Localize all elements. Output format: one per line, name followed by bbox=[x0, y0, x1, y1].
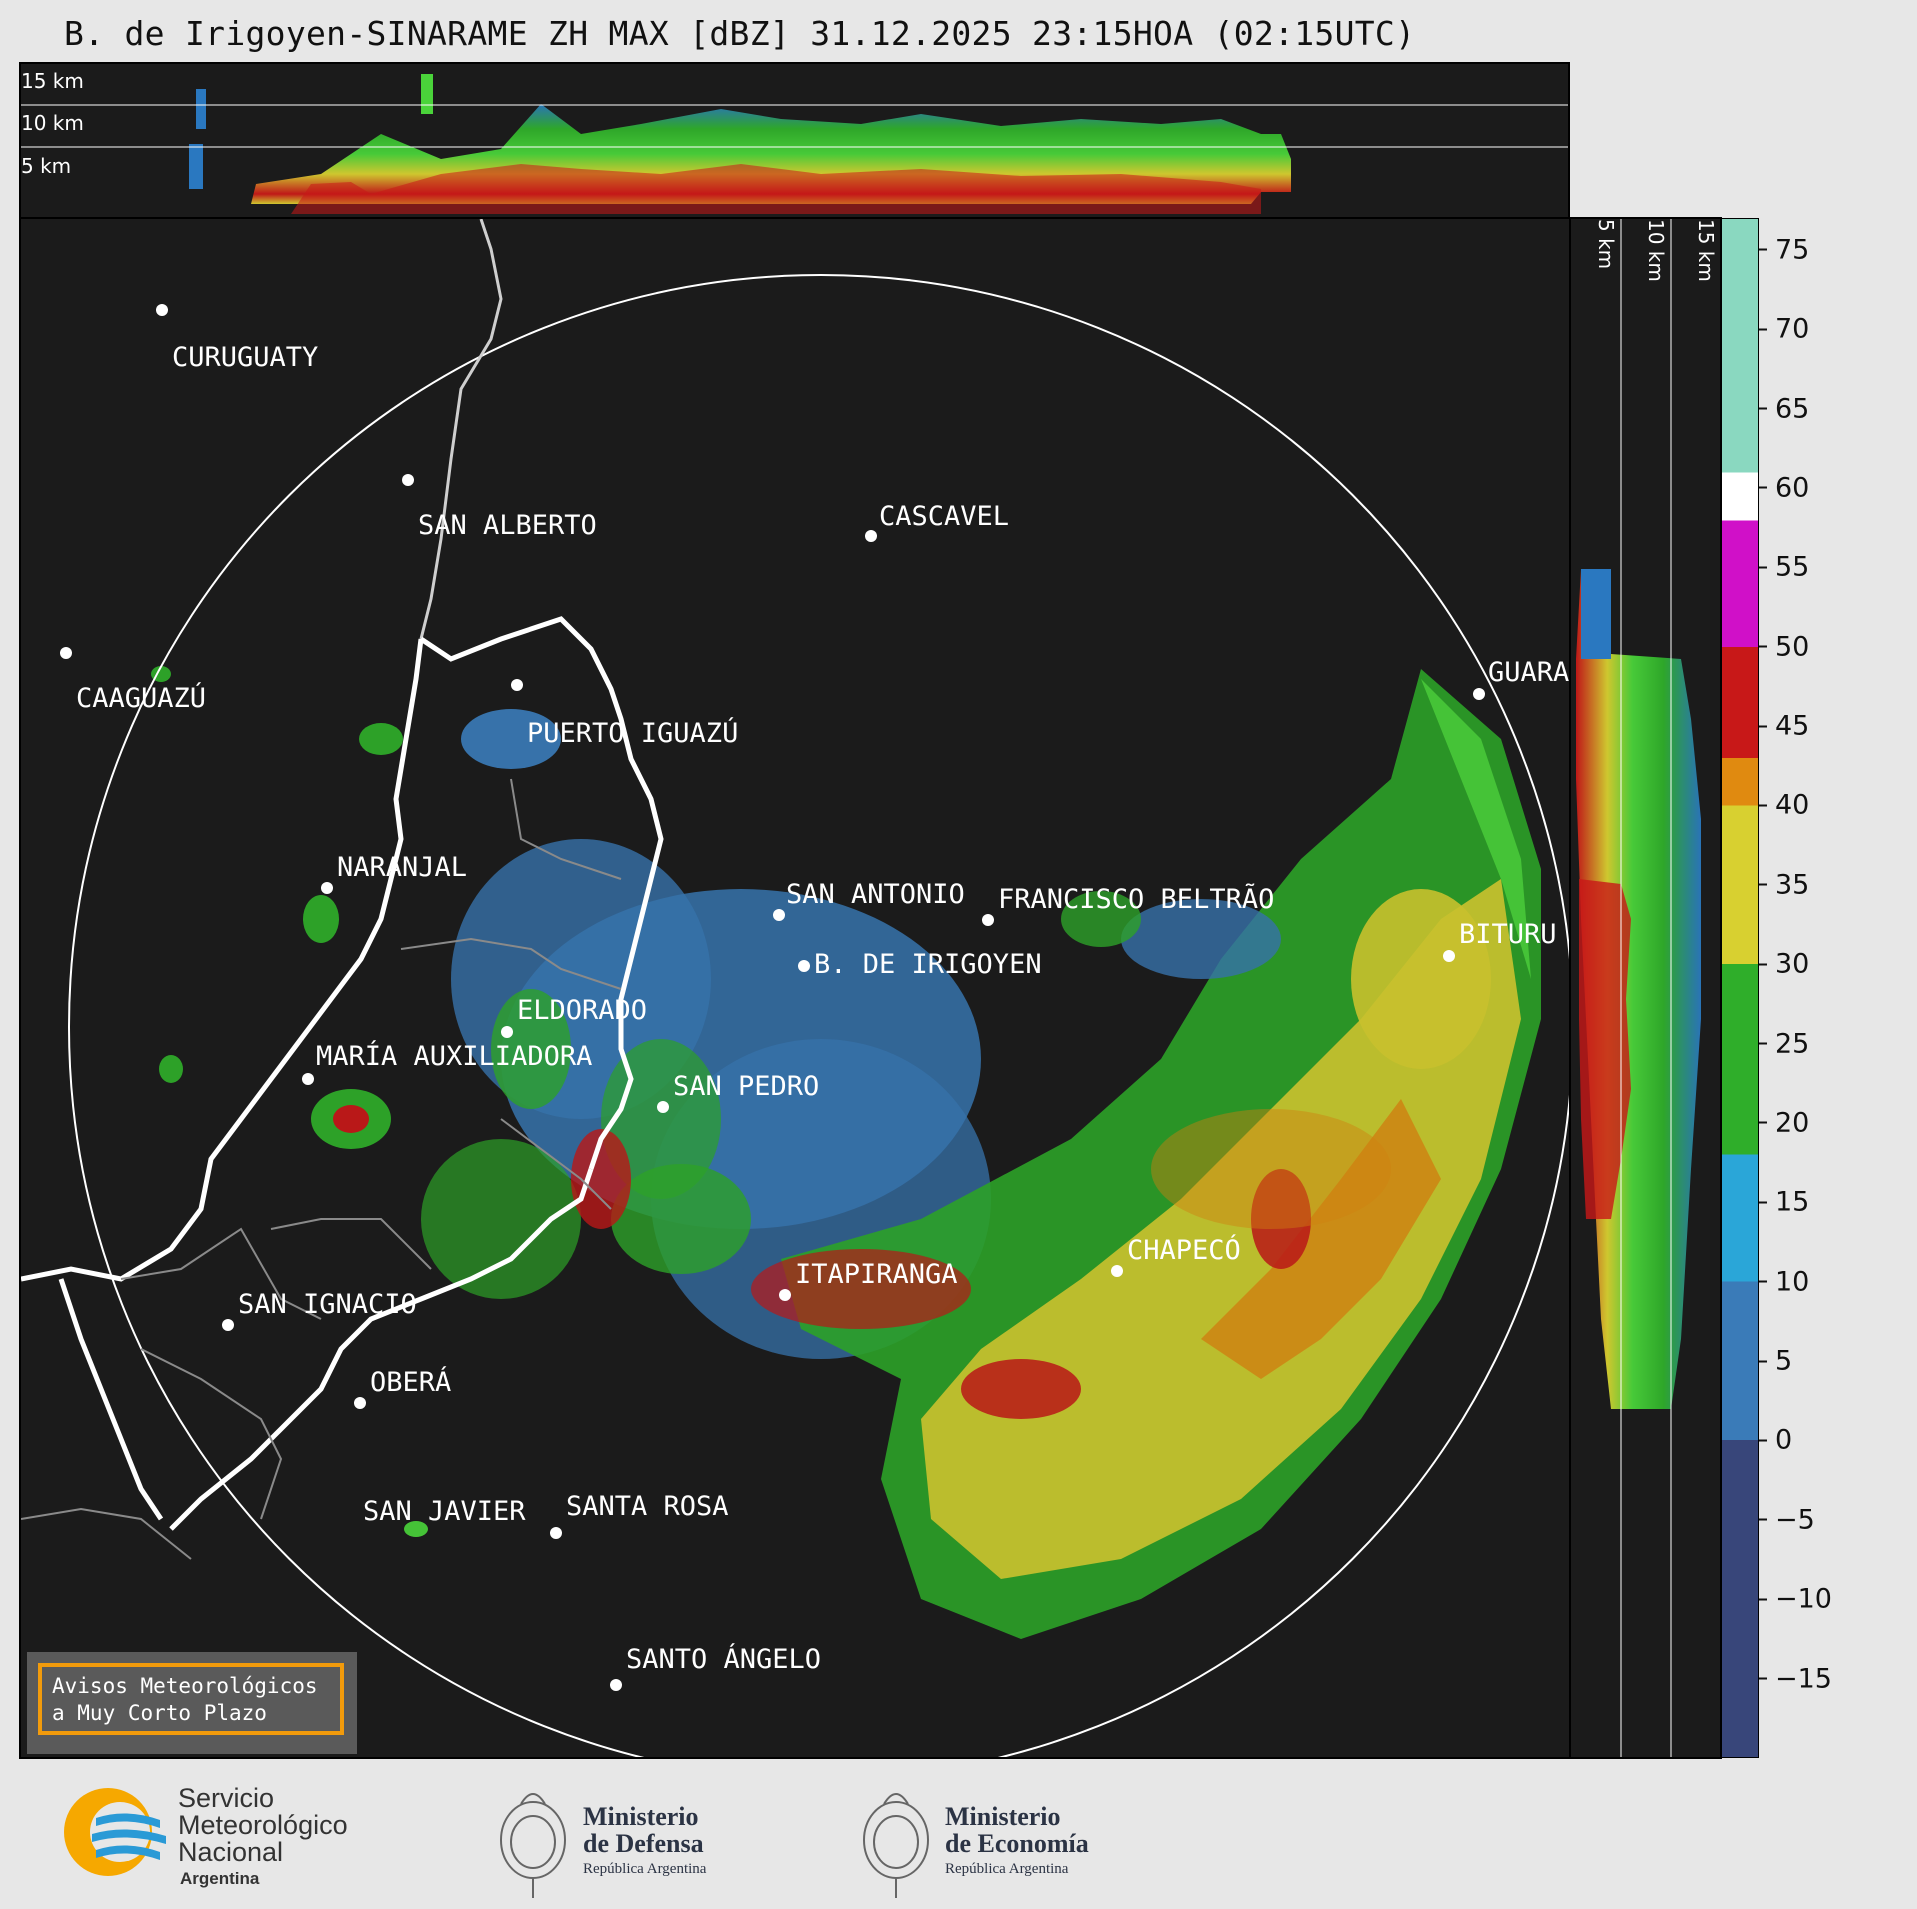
colorbar-tick: 65 bbox=[1759, 393, 1809, 424]
economia-text-2: de Economía bbox=[945, 1829, 1089, 1858]
reflectivity-echoes bbox=[151, 666, 1541, 1639]
city-label[interactable]: B. DE IRIGOYEN bbox=[814, 949, 1042, 980]
city-dot[interactable] bbox=[1473, 688, 1485, 700]
side-label-15km: 15 km bbox=[1694, 219, 1718, 282]
range-ring bbox=[68, 274, 1570, 1757]
top-label-15km: 15 km bbox=[21, 69, 84, 93]
city-label[interactable]: SAN IGNACIO bbox=[238, 1289, 417, 1320]
city-label[interactable]: ELDORADO bbox=[517, 995, 647, 1026]
city-label[interactable]: SAN ANTONIO bbox=[786, 879, 965, 910]
city-dot[interactable] bbox=[773, 909, 785, 921]
footer-logos: Servicio Meteorológico Nacional Argentin… bbox=[0, 1762, 1917, 1909]
city-dot[interactable] bbox=[1443, 950, 1455, 962]
city-dot[interactable] bbox=[779, 1289, 791, 1301]
city-dot[interactable] bbox=[982, 914, 994, 926]
warnings-legend[interactable]: Avisos Meteorológicos a Muy Corto Plazo bbox=[38, 1663, 344, 1735]
colorbar-tick: 5 bbox=[1759, 1346, 1792, 1377]
map-title: B. de Irigoyen-SINARAME ZH MAX [dBZ] 31.… bbox=[64, 14, 1416, 53]
top-cross-section-panel: 15 km 10 km 5 km bbox=[19, 62, 1570, 219]
city-markers bbox=[60, 304, 1485, 1691]
city-label[interactable]: CAAGUAZÚ bbox=[76, 682, 206, 714]
colorbar-tick: 35 bbox=[1759, 869, 1809, 900]
colorbar-tick: −15 bbox=[1759, 1663, 1832, 1694]
side-cross-section-panel: 5 km 10 km 15 km bbox=[1569, 217, 1722, 1759]
side-label-5km: 5 km bbox=[1594, 219, 1618, 269]
colorbar-tick: 0 bbox=[1759, 1425, 1792, 1456]
city-label[interactable]: GUARA bbox=[1488, 657, 1569, 688]
borders bbox=[21, 219, 664, 1560]
colorbar-tick: 30 bbox=[1759, 949, 1809, 980]
radar-map-panel[interactable]: CURUGUATY SAN ALBERTO CASCAVEL CAAGUAZÚ … bbox=[19, 217, 1572, 1759]
defensa-text-1: Ministerio bbox=[583, 1802, 699, 1831]
smn-text-1: Servicio bbox=[178, 1783, 274, 1813]
city-label[interactable]: PUERTO IGUAZÚ bbox=[527, 717, 738, 749]
city-label[interactable]: NARANJAL bbox=[337, 852, 467, 883]
city-label[interactable]: BITURU bbox=[1459, 919, 1557, 950]
colorbar-tick: 60 bbox=[1759, 472, 1809, 503]
defensa-text-3: República Argentina bbox=[583, 1861, 707, 1877]
city-dot[interactable] bbox=[302, 1073, 314, 1085]
city-dot[interactable] bbox=[550, 1527, 562, 1539]
city-label[interactable]: SAN PEDRO bbox=[673, 1071, 819, 1102]
smn-text-3: Nacional bbox=[178, 1837, 283, 1867]
economia-text-3: República Argentina bbox=[945, 1861, 1069, 1877]
colorbar-tick: 40 bbox=[1759, 790, 1809, 821]
colorbar-tick: 10 bbox=[1759, 1266, 1809, 1297]
city-dot[interactable] bbox=[610, 1679, 622, 1691]
city-label[interactable]: ITAPIRANGA bbox=[795, 1259, 958, 1290]
colorbar-tick: 15 bbox=[1759, 1187, 1809, 1218]
city-dot[interactable] bbox=[156, 304, 168, 316]
colorbar-tick: 55 bbox=[1759, 552, 1809, 583]
colorbar bbox=[1721, 218, 1759, 1758]
economia-text-1: Ministerio bbox=[945, 1802, 1061, 1831]
top-label-10km: 10 km bbox=[21, 111, 84, 135]
colorbar-tick: −10 bbox=[1759, 1584, 1832, 1615]
city-label[interactable]: SANTA ROSA bbox=[566, 1491, 729, 1522]
city-label[interactable]: FRANCISCO BELTRÃO bbox=[998, 883, 1274, 915]
legend-line-1: Avisos Meteorológicos bbox=[52, 1674, 318, 1698]
colorbar-tick: 25 bbox=[1759, 1028, 1809, 1059]
smn-logo bbox=[64, 1788, 166, 1876]
city-dot[interactable] bbox=[657, 1101, 669, 1113]
city-dot[interactable] bbox=[501, 1026, 513, 1038]
city-label[interactable]: MARÍA AUXILIADORA bbox=[316, 1040, 592, 1072]
side-cross-section-plot: 5 km 10 km 15 km bbox=[1576, 219, 1718, 1757]
city-label[interactable]: CASCAVEL bbox=[879, 501, 1009, 532]
city-dot[interactable] bbox=[798, 960, 810, 972]
colorbar-tick: 70 bbox=[1759, 314, 1809, 345]
colorbar-tick: 20 bbox=[1759, 1107, 1809, 1138]
city-label[interactable]: OBERÁ bbox=[370, 1366, 451, 1398]
city-dot[interactable] bbox=[60, 647, 72, 659]
city-dot[interactable] bbox=[321, 882, 333, 894]
smn-text-4: Argentina bbox=[180, 1869, 260, 1888]
city-dot[interactable] bbox=[865, 530, 877, 542]
city-label[interactable]: SAN ALBERTO bbox=[418, 510, 597, 541]
defensa-seal-icon bbox=[500, 1793, 566, 1898]
colorbar-tick: 50 bbox=[1759, 631, 1809, 662]
city-label[interactable]: CURUGUATY bbox=[172, 342, 318, 373]
legend-line-2: a Muy Corto Plazo bbox=[52, 1701, 267, 1725]
city-dot[interactable] bbox=[354, 1397, 366, 1409]
city-label[interactable]: CHAPECÓ bbox=[1127, 1234, 1241, 1266]
economia-seal-icon bbox=[863, 1793, 929, 1898]
city-dot[interactable] bbox=[222, 1319, 234, 1331]
colorbar-tick: 45 bbox=[1759, 711, 1809, 742]
colorbar-tick: 75 bbox=[1759, 234, 1809, 265]
city-label[interactable]: SAN JAVIER bbox=[363, 1496, 526, 1527]
colorbar-tick: −5 bbox=[1759, 1504, 1815, 1535]
top-cross-section-plot: 15 km 10 km 5 km bbox=[21, 69, 1568, 214]
smn-text-2: Meteorológico bbox=[178, 1810, 348, 1840]
defensa-text-2: de Defensa bbox=[583, 1829, 704, 1858]
city-label[interactable]: SANTO ÁNGELO bbox=[626, 1643, 821, 1675]
city-labels: CURUGUATY SAN ALBERTO CASCAVEL CAAGUAZÚ … bbox=[76, 342, 1569, 1675]
colorbar-ticks: 75 70 65 60 55 50 45 40 35 30 25 20 15 1… bbox=[1759, 218, 1859, 1758]
radar-map[interactable]: CURUGUATY SAN ALBERTO CASCAVEL CAAGUAZÚ … bbox=[21, 219, 1572, 1759]
city-dot[interactable] bbox=[402, 474, 414, 486]
city-dot[interactable] bbox=[511, 679, 523, 691]
top-label-5km: 5 km bbox=[21, 154, 71, 178]
legend-background bbox=[27, 1652, 357, 1754]
city-dot[interactable] bbox=[1111, 1265, 1123, 1277]
side-label-10km: 10 km bbox=[1644, 219, 1668, 282]
